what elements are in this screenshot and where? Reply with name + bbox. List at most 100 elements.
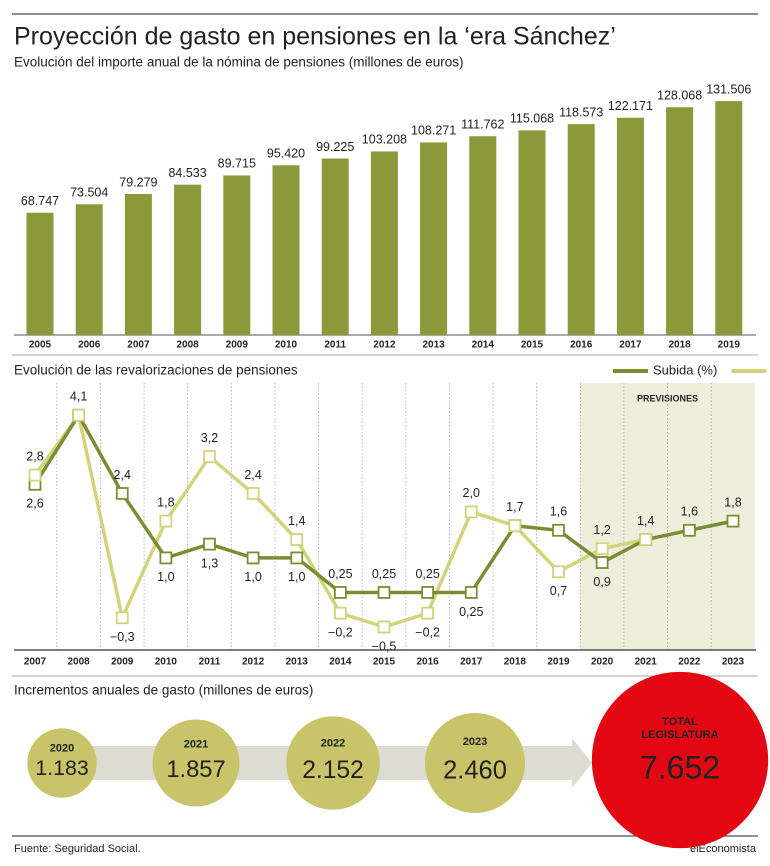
marker [246,551,260,565]
marker [464,505,478,519]
x-tick-label: 2021 [635,657,658,668]
bubble-year: 2020 [50,742,74,754]
x-tick-label: 2005 [29,340,52,351]
bar [715,101,743,336]
bar [567,124,595,335]
marker [203,537,216,551]
marker [203,450,216,464]
x-tick-label: 2006 [78,340,101,351]
value-label: 1,0 [244,570,261,584]
marker [639,533,653,546]
x-tick-label: 2009 [226,340,249,351]
total-label: TOTAL LEGISLATURA [641,716,718,741]
value-label: −0,2 [415,625,440,639]
value-label: 1,2 [593,523,610,537]
marker [682,523,696,537]
x-tick-label: 2017 [460,657,483,668]
x-tick-label: 2016 [417,657,440,668]
total-value: 7.652 [640,749,720,785]
bubble-value: 2.152 [302,757,364,784]
x-tick-label: 2018 [504,657,527,668]
bubble [27,728,97,798]
marker [333,586,347,599]
bar [223,175,251,335]
marker [159,551,173,565]
x-tick-label: 2008 [176,340,199,351]
value-label: 1,6 [550,505,567,519]
value-label: 79.279 [119,175,157,189]
value-label: 99.225 [316,140,354,154]
value-label: 1,8 [157,495,174,509]
bar [370,151,398,335]
marker [726,514,740,528]
value-label: 1,4 [288,514,305,528]
bubble-value: 1.183 [35,756,88,780]
marker [464,586,478,599]
value-label: 1,7 [506,500,523,514]
value-label: 2,8 [26,449,43,463]
value-label: −0,2 [328,625,353,639]
value-label: 108.271 [411,124,456,138]
x-tick-label: 2010 [275,340,298,351]
marker [595,542,609,556]
bar [518,130,546,335]
x-tick-label: 2019 [547,657,570,668]
value-label: 0,25 [372,567,396,581]
x-tick-label: 2013 [422,340,445,351]
bar [469,136,497,335]
bubble-value: 2.460 [443,757,507,785]
x-tick-label: 2015 [373,657,396,668]
bar [321,158,349,335]
value-label: 1,3 [201,556,218,570]
bar [174,184,202,335]
legend-label: Subida (%) [653,362,717,377]
total-bubble [591,671,769,849]
value-label: 1,6 [681,505,698,519]
marker [552,523,565,537]
source: Fuente: Seguridad Social. [14,843,141,855]
marker [290,551,304,565]
marker [159,514,173,528]
value-label: 3,2 [201,431,218,445]
value-label: 68.747 [21,194,59,208]
marker [115,611,129,625]
marker [377,620,391,634]
x-tick-label: 2019 [718,340,741,351]
value-label: 2,4 [244,468,261,482]
x-tick-label: 2008 [68,657,91,668]
x-tick-label: 2013 [286,657,309,668]
value-label: 2,4 [114,468,131,482]
marker [421,606,435,620]
value-label: 73.504 [70,186,108,200]
x-tick-label: 2017 [619,340,642,351]
bubble-year: 2023 [463,736,487,748]
bar [75,204,103,335]
bubble-year: 2021 [184,739,208,751]
value-label: 128.068 [657,89,702,103]
marker [72,408,86,422]
bar [616,117,644,336]
bubble [286,716,380,810]
bar [420,142,448,335]
bubble [425,713,525,813]
value-label: 2,6 [26,497,43,511]
value-label: −0,3 [110,630,135,644]
x-tick-label: 2012 [242,657,265,668]
x-tick-label: 2014 [472,340,495,351]
value-label: 118.573 [559,105,603,119]
x-tick-label: 2016 [570,340,593,351]
marker [377,586,391,599]
marker [333,606,347,620]
value-label: 1,0 [157,570,174,584]
bubble [152,719,240,807]
value-label: 1,4 [637,514,654,528]
marker [115,487,129,500]
x-tick-label: 2020 [591,657,614,668]
marker [28,468,42,482]
value-label: 0,9 [593,575,610,589]
x-tick-label: 2007 [24,657,47,668]
value-label: −0,5 [372,639,397,653]
marker [290,533,304,546]
